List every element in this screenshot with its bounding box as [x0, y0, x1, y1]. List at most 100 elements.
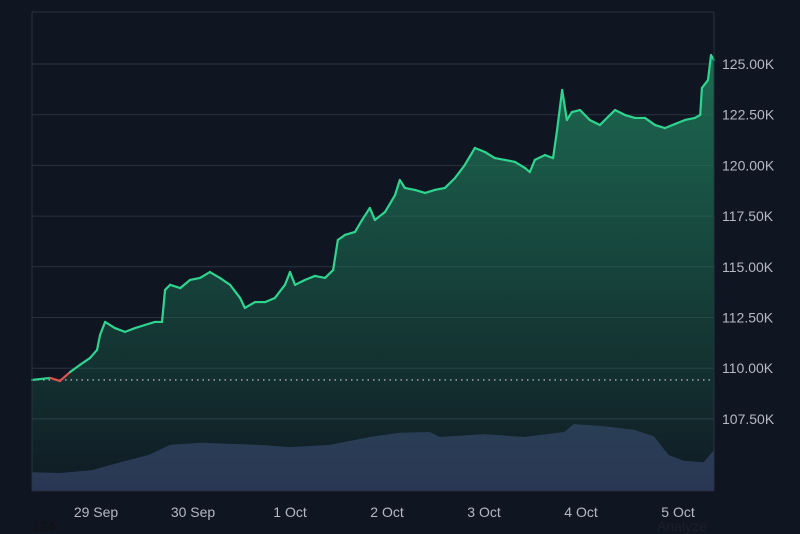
price-area-fill: [32, 55, 714, 491]
price-segment: [393, 178, 401, 197]
price-segment: [493, 156, 506, 162]
price-segment: [98, 320, 107, 337]
x-tick-label: 5 Oct: [661, 504, 695, 520]
price-segment: [113, 326, 127, 333]
price-segment: [561, 88, 568, 122]
x-tick-label: 4 Oct: [564, 504, 598, 520]
price-segment: [283, 270, 292, 286]
price-segment: [239, 296, 246, 310]
y-tick-label: 122.50K: [722, 107, 775, 123]
price-segment: [179, 278, 192, 290]
price-segment: [700, 78, 710, 90]
price-segment: [313, 274, 327, 280]
price-segment: [353, 218, 364, 234]
price-segment: [588, 118, 601, 127]
price-segment: [263, 296, 276, 304]
price-segment: [653, 123, 666, 130]
price-segment: [123, 326, 137, 333]
price-segment: [443, 176, 457, 190]
price-segment: [143, 320, 157, 327]
price-segment: [336, 233, 346, 242]
x-axis: 29 Sep 30 Sep 1 Oct 2 Oct 3 Oct 4 Oct 5 Oct: [74, 504, 695, 520]
price-segment: [528, 158, 536, 174]
x-tick-label: 29 Sep: [74, 504, 119, 520]
price-segment: [303, 274, 317, 282]
price-segment: [228, 283, 242, 300]
price-segment: [243, 300, 257, 310]
price-segment: [613, 108, 626, 117]
price-segment: [103, 320, 116, 330]
price-segment: [323, 268, 335, 280]
price-segment: [288, 270, 297, 286]
y-tick-label: 115.00K: [722, 259, 774, 275]
price-segment: [683, 116, 696, 122]
price-segment: [208, 270, 222, 280]
y-tick-label: 112.50K: [722, 310, 774, 326]
price-segment: [483, 150, 496, 160]
bottom-left-label: 124: [32, 518, 56, 534]
price-segment: [643, 116, 657, 127]
price-segment: [49, 376, 62, 383]
price-segment: [198, 270, 211, 280]
price-segment: [373, 210, 387, 222]
price-segment: [570, 108, 582, 114]
price-segment: [88, 348, 99, 360]
price-segment: [218, 276, 232, 286]
price-segment: [673, 118, 687, 126]
price-segment: [95, 333, 102, 352]
price-segment: [598, 118, 607, 127]
price-segment: [168, 283, 182, 290]
price-segment: [343, 230, 357, 237]
price-segment: [413, 188, 427, 195]
price-segment: [503, 158, 517, 164]
price-line: [30, 53, 716, 383]
y-tick-label: 107.50K: [722, 411, 775, 427]
price-segment: [699, 86, 704, 117]
y-tick-label: 125.00K: [722, 56, 775, 72]
plot-frame: [31, 11, 715, 492]
price-segment: [30, 376, 52, 382]
price-segment: [188, 276, 202, 282]
price-segment: [543, 153, 555, 160]
price-segment: [273, 283, 287, 300]
price-segment: [368, 206, 376, 222]
y-tick-label: 110.00K: [722, 360, 774, 376]
price-segment: [706, 53, 713, 82]
price-segment: [398, 178, 406, 190]
x-tick-label: 2 Oct: [370, 504, 404, 520]
price-segment: [533, 153, 547, 162]
x-tick-label: 3 Oct: [467, 504, 501, 520]
price-segment: [578, 108, 591, 122]
x-tick-label: 1 Oct: [273, 504, 307, 520]
price-segment: [463, 146, 477, 167]
y-axis: 107.50K 110.00K 112.50K 115.00K 117.50K 120.0…: [722, 56, 775, 427]
price-segment: [603, 108, 617, 122]
analyze-link[interactable]: Analyze: [657, 518, 707, 534]
price-segment: [383, 193, 397, 214]
price-segment: [473, 146, 487, 154]
price-segment: [513, 160, 527, 170]
price-segment: [332, 238, 339, 272]
price-segment: [78, 356, 92, 367]
price-segment: [555, 88, 564, 132]
price-area: [32, 55, 714, 491]
price-segment: [160, 288, 167, 324]
x-tick-label: 30 Sep: [171, 504, 216, 520]
price-segment: [293, 278, 306, 286]
price-segment: [551, 128, 559, 160]
price-segment: [58, 370, 72, 383]
y-tick-label: 117.50K: [722, 208, 774, 224]
price-segment: [68, 363, 81, 374]
price-segment: [163, 283, 172, 292]
price-segment: [623, 113, 636, 120]
price-segment: [433, 186, 447, 192]
price-segment: [453, 163, 466, 180]
price-segment: [403, 186, 417, 192]
price-segment: [565, 110, 574, 122]
price-segment: [663, 122, 677, 130]
price-segment: [360, 206, 371, 222]
y-tick-label: 120.00K: [722, 157, 775, 173]
price-segment: [133, 323, 146, 330]
price-segment: [423, 188, 436, 195]
